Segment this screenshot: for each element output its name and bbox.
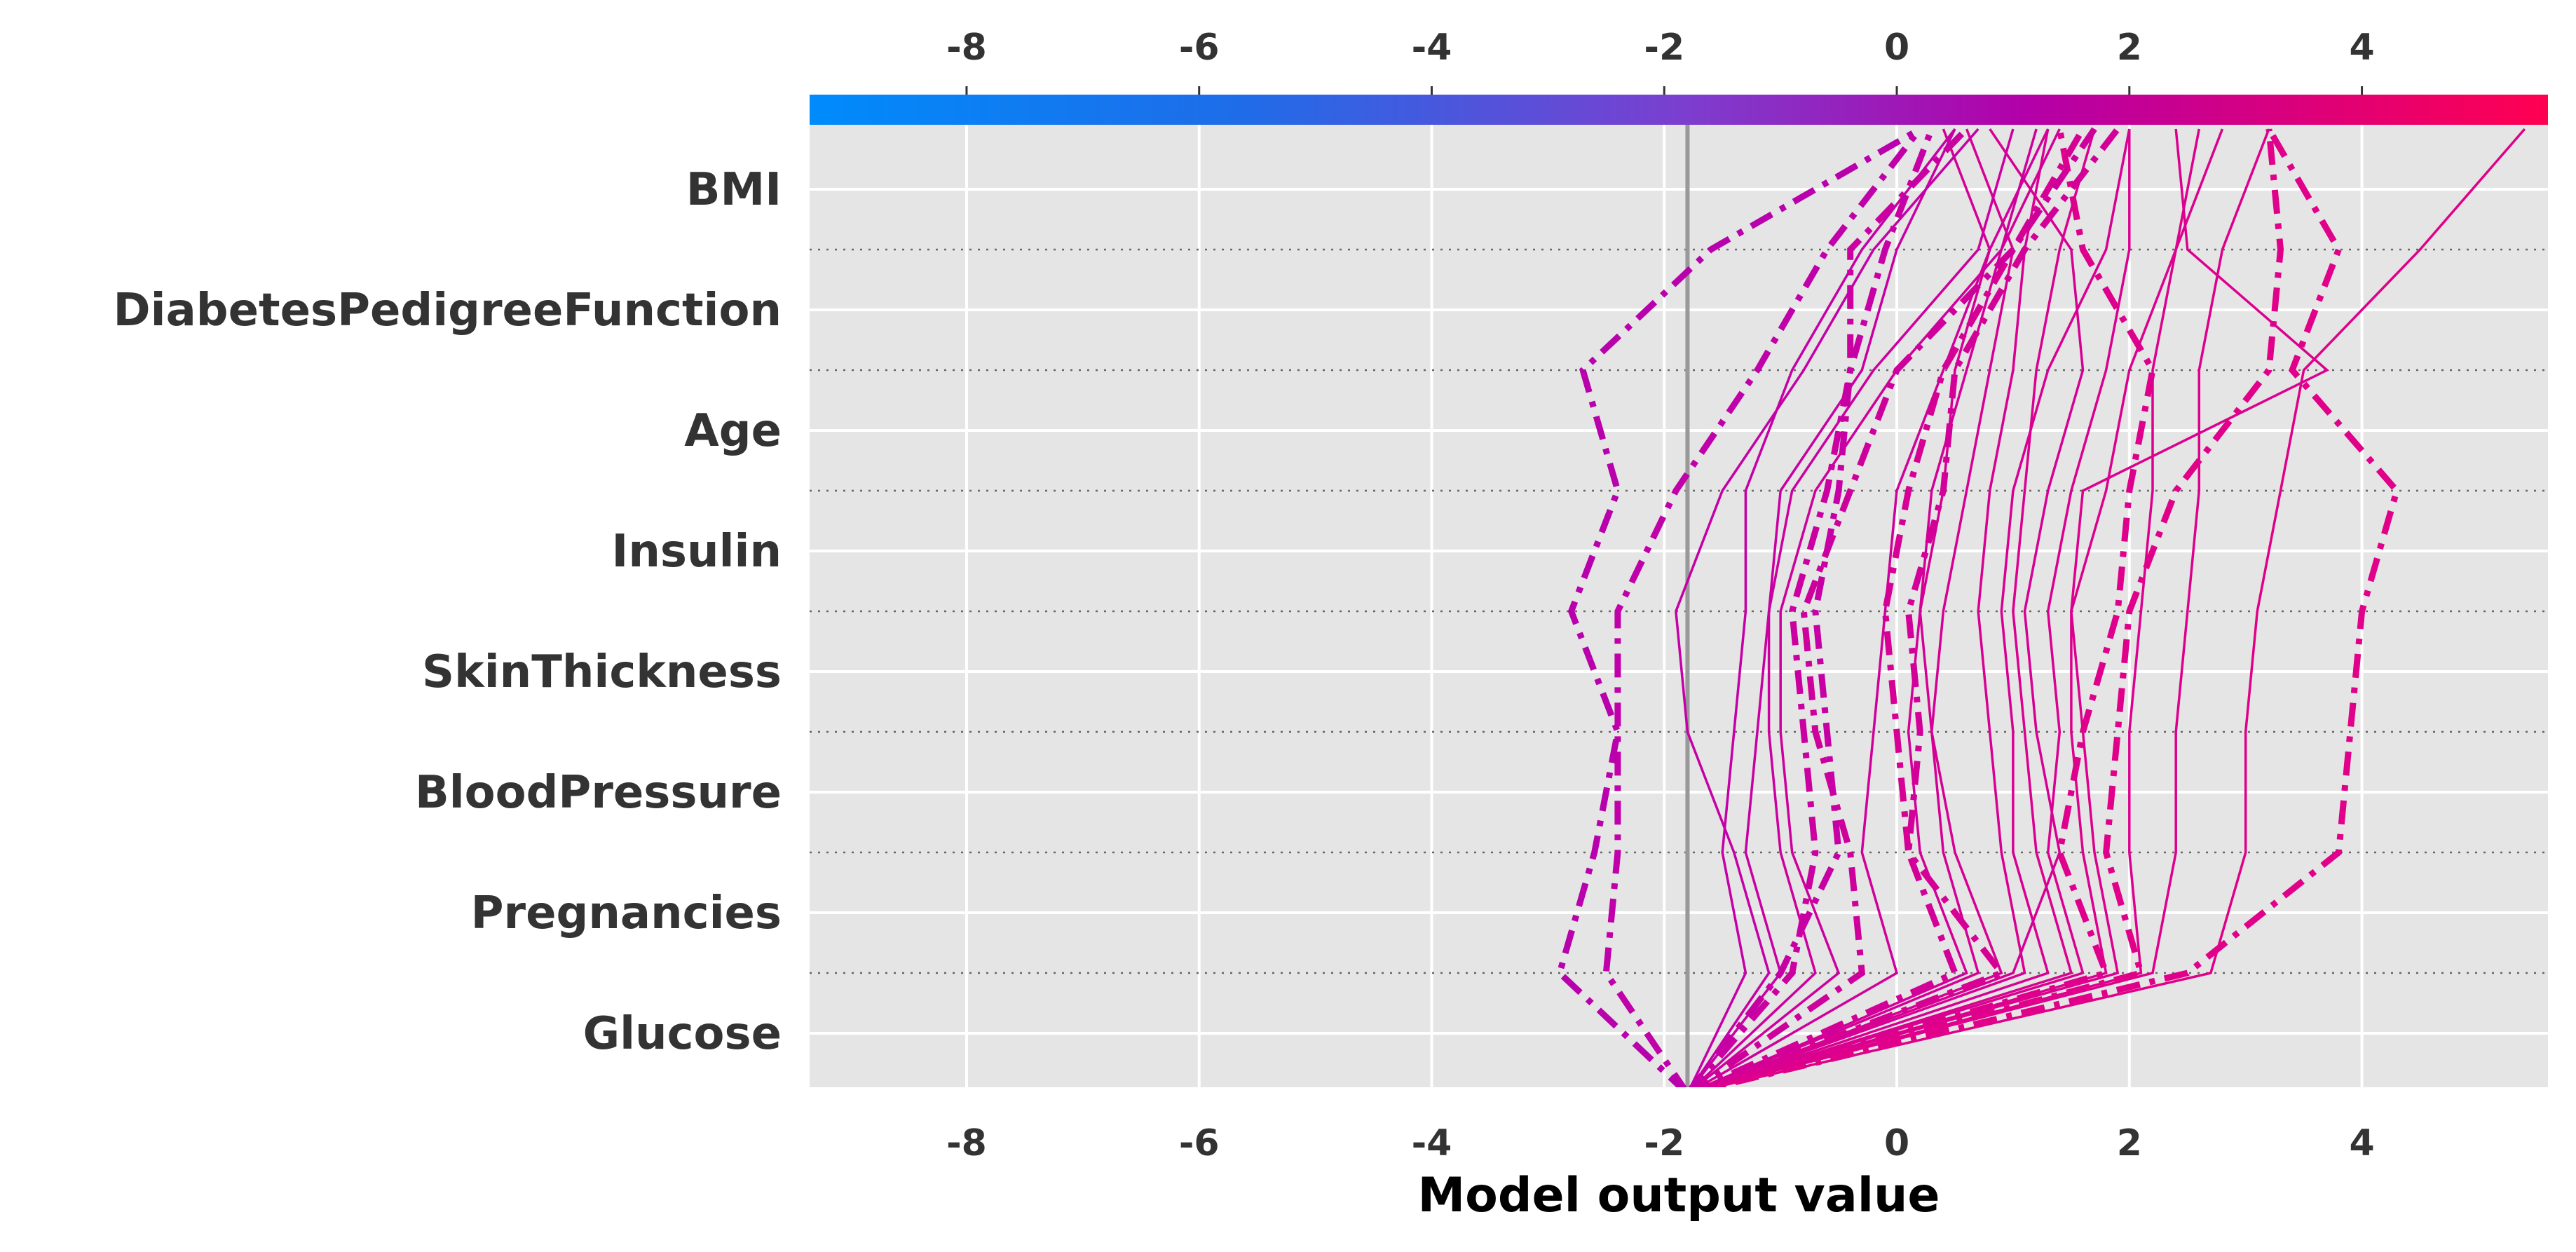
feature-label: Age: [684, 405, 782, 457]
series-line: [1701, 128, 2050, 1087]
top-tick-label: 4: [2349, 27, 2374, 69]
series-line: [1693, 128, 2038, 1087]
series-line: [1675, 128, 1979, 1087]
bottom-tick-label: -6: [1179, 1122, 1220, 1164]
feature-label: SkinThickness: [422, 646, 782, 698]
grid-layer: [810, 125, 2548, 1087]
feature-label: BloodPressure: [415, 767, 782, 819]
feature-label: Glucose: [583, 1008, 782, 1060]
bottom-tick-label: -8: [946, 1122, 987, 1164]
bottom-tick-label: -4: [1412, 1122, 1452, 1164]
feature-label: Insulin: [612, 526, 782, 578]
series-line: [1701, 128, 2085, 1087]
series-line-dashdot: [1555, 126, 1922, 1087]
bottom-tick-label: 0: [1884, 1122, 1909, 1164]
label-layer: BMI DiabetesPedigreeFunction Age Insulin Ski…: [114, 164, 782, 1060]
series-line: [1700, 128, 2015, 1087]
series-line: [1698, 128, 2061, 1087]
series-line-dashdot: [1698, 128, 2284, 1087]
series-line: [1703, 129, 2131, 1087]
top-tick-label: -6: [1179, 27, 1220, 69]
feature-label: Pregnancies: [471, 887, 782, 939]
series-line: [1691, 128, 1956, 1087]
feature-label: BMI: [686, 164, 782, 216]
series-layer: [1555, 126, 2526, 1087]
series-line-dashdot: [1691, 127, 2097, 1087]
series-line: [1706, 128, 2224, 1087]
series-line-dashdot: [1694, 127, 2120, 1087]
series-line: [1709, 128, 2526, 1087]
feature-label: DiabetesPedigreeFunction: [114, 285, 782, 336]
series-line: [1689, 128, 1956, 1087]
series-line: [1705, 128, 2201, 1087]
bottom-tick-label: 2: [2117, 1122, 2142, 1164]
series-line: [1703, 128, 2096, 1087]
series-line: [1707, 128, 2270, 1087]
bottom-tick-label: -2: [1644, 1122, 1684, 1164]
series-line-dashdot: [1688, 128, 1935, 1087]
tick-layer: -8 -8 -6 -6 -4 -4 -2 -2 0 0 2 2 4 4: [946, 27, 2375, 1164]
x-axis-title: Model output value: [1417, 1168, 1940, 1223]
series-line-dashdot: [1700, 127, 2401, 1087]
top-tick-label: 2: [2117, 27, 2142, 69]
top-tick-label: -2: [1644, 27, 1684, 69]
series-line: [1702, 128, 2131, 1087]
series-line-dashdot: [1602, 127, 1923, 1087]
colorbar: [810, 95, 2548, 125]
top-tick-label: -4: [1412, 27, 1452, 69]
top-tick-label: -8: [946, 27, 987, 69]
series-line-dashdot: [1698, 128, 2156, 1087]
top-tick-label: 0: [1884, 27, 1909, 69]
bottom-tick-label: 4: [2349, 1122, 2374, 1164]
